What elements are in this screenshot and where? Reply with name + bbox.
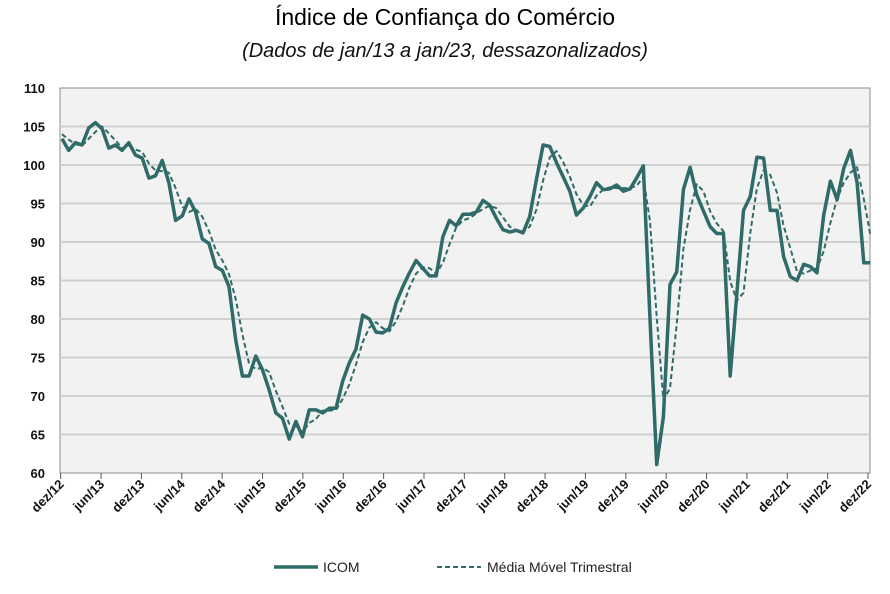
- series-line-icom: [60, 120, 871, 467]
- x-tick-label: dez/17: [432, 477, 471, 516]
- y-tick-label: 100: [23, 158, 45, 173]
- x-tick-label: dez/18: [512, 477, 551, 516]
- x-tick-label: jun/15: [231, 477, 269, 515]
- y-tick-label: 95: [31, 197, 45, 212]
- chart-title: Índice de Confiança do Comércio: [274, 4, 616, 30]
- y-tick-label: 90: [31, 235, 45, 250]
- x-tick-label: dez/21: [755, 477, 794, 516]
- chart-subtitle: (Dados de jan/13 a jan/23, dessazonaliza…: [242, 40, 648, 62]
- x-tick-label: jun/13: [69, 477, 107, 515]
- x-tick-label: jun/19: [554, 477, 592, 515]
- x-tick-label: jun/18: [473, 477, 511, 515]
- legend-label-icom: ICOM: [323, 559, 360, 575]
- x-tick-label: dez/13: [109, 477, 148, 516]
- x-tick-label: dez/12: [28, 477, 67, 516]
- x-tick-label: jun/14: [150, 476, 188, 514]
- legend-label-moving-average: Média Móvel Trimestral: [487, 559, 632, 575]
- y-tick-label: 110: [24, 81, 45, 96]
- legend: ICOM Média Móvel Trimestral: [274, 559, 632, 575]
- x-tick-label: jun/22: [796, 477, 834, 515]
- x-tick-label: jun/17: [392, 477, 430, 515]
- y-tick-label: 65: [31, 428, 45, 443]
- x-tick-label: jun/21: [715, 477, 753, 515]
- x-tick-label: jun/20: [634, 477, 672, 515]
- x-tick-label: dez/22: [835, 477, 874, 516]
- x-tick-label: dez/14: [190, 476, 229, 515]
- y-tick-label: 80: [31, 312, 45, 327]
- y-tick-label: 70: [31, 389, 45, 404]
- x-tick-label: dez/15: [270, 477, 309, 516]
- x-tick-label: dez/16: [351, 477, 390, 516]
- x-tick-label: jun/16: [311, 477, 349, 515]
- series-line-moving-average: [61, 125, 872, 434]
- x-tick-label: dez/20: [674, 477, 713, 516]
- x-tick-label: dez/19: [593, 477, 632, 516]
- y-tick-label: 105: [23, 120, 45, 135]
- y-tick-label: 85: [31, 274, 45, 289]
- y-tick-label: 60: [31, 466, 45, 481]
- y-tick-label: 75: [31, 351, 45, 366]
